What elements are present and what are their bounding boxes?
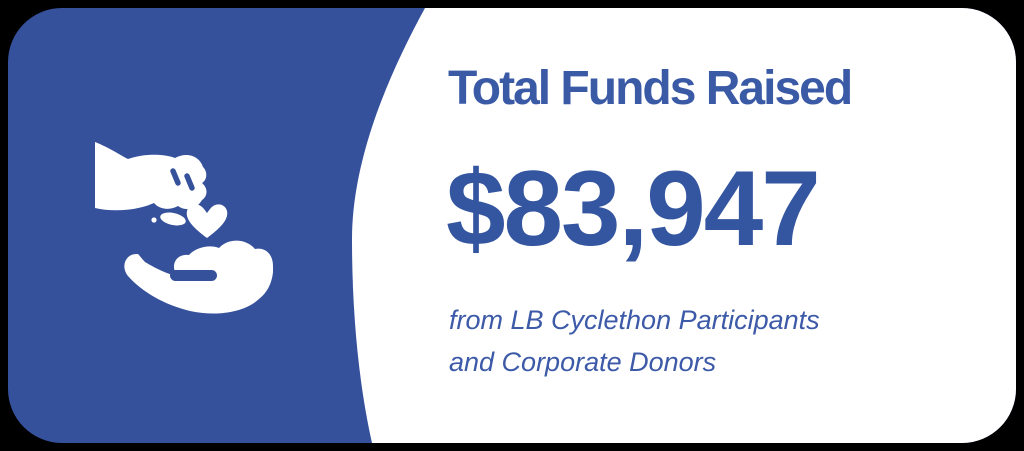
total-amount-value: $83,947 [446,148,821,268]
funds-raised-card: Total Funds Raised $83,947 from LB Cycle… [8,8,1016,443]
hand-giving-heart-icon [95,142,273,314]
subtitle-line-2: and Corporate Donors [449,347,717,377]
card-title: Total Funds Raised [448,62,853,115]
subtitle-line-1: from LB Cyclethon Participants [449,305,820,335]
card-subtitle: from LB Cyclethon Participants and Corpo… [449,299,820,383]
curved-divider [352,8,1016,443]
